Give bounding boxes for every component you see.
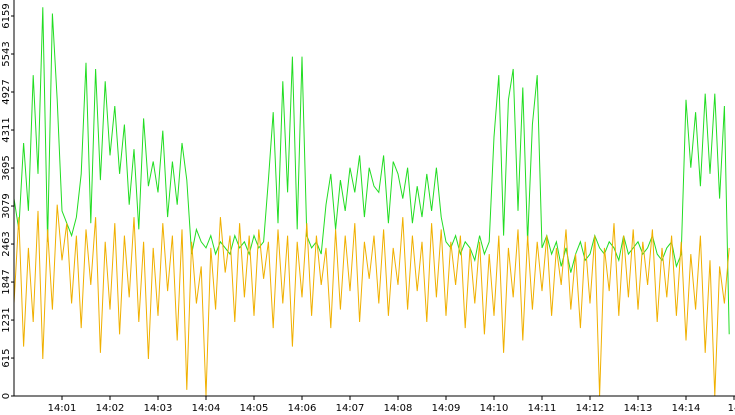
y-tick-label: 6159 (1, 3, 12, 28)
y-tick-label: 4311 (1, 117, 12, 142)
y-tick-label: 3079 (1, 193, 12, 218)
x-tick-label: 14:08 (384, 403, 413, 414)
y-tick-label: 0 (1, 393, 12, 399)
series-line (13, 204, 730, 397)
x-tick-label: 14:13 (624, 403, 653, 414)
x-tick-label: 14:05 (240, 403, 269, 414)
x-tick-label: 14:10 (480, 403, 509, 414)
x-tick-label: 14:07 (336, 403, 365, 414)
y-tick-label: 1847 (1, 269, 12, 294)
y-tick-label: 2463 (1, 231, 12, 256)
x-tick-label: 14:04 (192, 403, 221, 414)
y-tick-label: 5543 (1, 41, 12, 66)
x-tick-label: 14 (728, 403, 735, 414)
x-tick-label: 14:01 (48, 403, 77, 414)
x-tick-label: 14:03 (144, 403, 173, 414)
x-tick-label: 14:12 (576, 403, 605, 414)
y-tick-label: 1231 (1, 307, 12, 332)
y-tick-label: 615 (1, 349, 12, 368)
x-tick-label: 14:11 (528, 403, 557, 414)
x-tick-label: 14:09 (432, 403, 461, 414)
y-tick-label: 3695 (1, 155, 12, 180)
x-tick-label: 14:06 (288, 403, 317, 414)
x-tick-label: 14:02 (96, 403, 125, 414)
series-line (13, 7, 730, 335)
y-tick-label: 4927 (1, 79, 12, 104)
x-tick-label: 14:14 (672, 403, 701, 414)
